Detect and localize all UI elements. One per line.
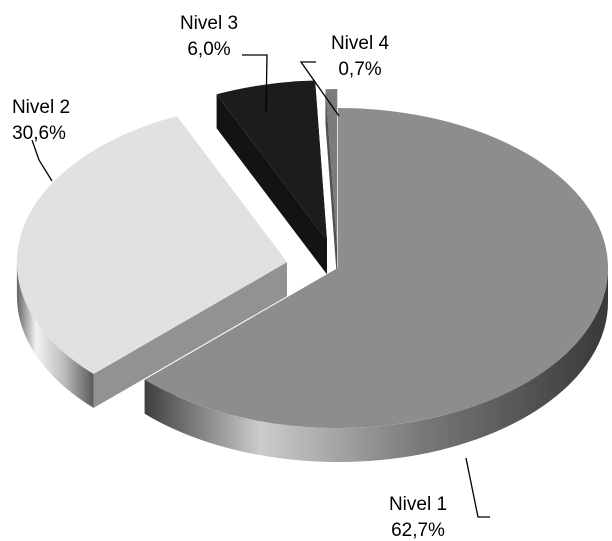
slice-face-nivel-4 <box>325 89 338 284</box>
slice-nivel-1 <box>144 108 608 428</box>
slice-tops <box>16 80 608 428</box>
slice-label-name: Nivel 1 <box>389 494 447 515</box>
slice-nivel-4 <box>325 89 338 250</box>
leader-line-nivel-3 <box>242 54 268 113</box>
slice-label-percent: 62,7% <box>391 520 445 541</box>
slice-label-name: Nivel 3 <box>180 13 238 34</box>
slice-nivel-3 <box>216 80 327 241</box>
slice-label-name: Nivel 2 <box>12 97 70 118</box>
slice-side-nivel-1 <box>144 268 608 462</box>
slice-labels: Nivel 1 62,7% Nivel 2 30,6% Nivel 3 6,0%… <box>12 13 490 541</box>
slice-label-percent: 30,6% <box>12 123 66 144</box>
leader-line-nivel-1 <box>465 457 490 518</box>
slice-label-percent: 0,7% <box>338 59 381 80</box>
slice-label-percent: 6,0% <box>187 39 230 60</box>
slice-face-nivel-3 <box>216 94 327 275</box>
slice-face-nivel-2 <box>93 262 287 408</box>
leader-line-nivel-4 <box>299 61 340 117</box>
slice-label-name: Nivel 4 <box>331 33 390 54</box>
slice-nivel-2 <box>16 116 287 374</box>
leader-line-nivel-2 <box>31 139 53 182</box>
slice-side-nivel-2 <box>16 262 94 408</box>
